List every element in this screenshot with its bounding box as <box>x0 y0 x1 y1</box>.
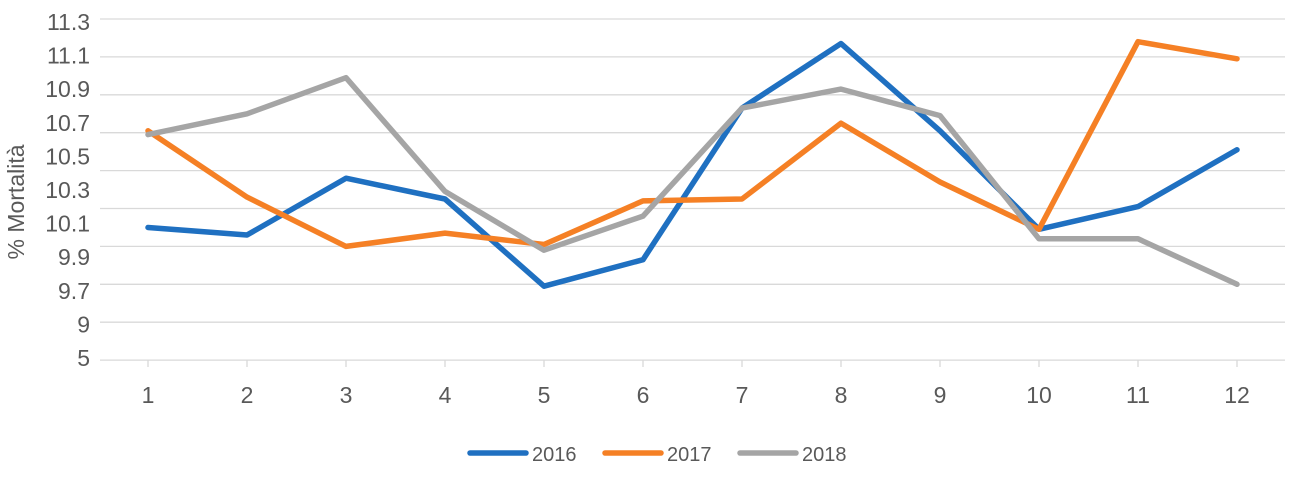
x-axis-ticks: 1 2 3 4 5 6 7 8 9 10 11 12 <box>142 360 1250 408</box>
y-tick-label: 10.3 <box>45 177 90 203</box>
x-tick-label: 12 <box>1224 382 1250 408</box>
gridlines <box>100 18 1285 361</box>
y-axis-label: % Mortalità <box>3 144 29 259</box>
x-tick-label: 9 <box>934 382 947 408</box>
legend-label: 2018 <box>802 444 847 466</box>
y-tick-label: 5 <box>77 345 90 371</box>
series-line-2016 <box>145 40 1240 289</box>
y-axis-ticks: 11.3 11.1 10.9 10.7 10.5 10.3 10.1 9.9 9.7 9 5 <box>45 9 90 371</box>
y-tick-label: 11.1 <box>47 43 90 69</box>
y-tick-label: 9.9 <box>58 244 90 270</box>
y-tick-label: 10.1 <box>45 211 90 237</box>
x-tick-label: 7 <box>736 382 749 408</box>
series-lines <box>145 38 1240 289</box>
x-tick-label: 8 <box>835 382 848 408</box>
x-tick-label: 6 <box>637 382 650 408</box>
x-tick-label: 10 <box>1026 382 1052 408</box>
x-tick-label: 3 <box>340 382 353 408</box>
legend-label: 2017 <box>667 444 712 466</box>
series-line-2018 <box>145 74 1240 288</box>
x-tick-label: 4 <box>439 382 452 408</box>
y-tick-label: 9 <box>77 311 90 337</box>
y-tick-label: 10.9 <box>45 76 90 102</box>
series-line-2017 <box>145 38 1240 250</box>
y-tick-label: 11.3 <box>47 9 90 35</box>
legend: 2016 2017 2018 <box>467 444 847 466</box>
legend-label: 2016 <box>532 444 577 466</box>
x-tick-label: 1 <box>142 382 155 408</box>
x-tick-label: 2 <box>241 382 254 408</box>
y-tick-label: 10.5 <box>45 143 90 169</box>
y-tick-label: 10.7 <box>45 110 90 136</box>
y-tick-label: 9.7 <box>58 278 90 304</box>
x-tick-label: 11 <box>1126 382 1150 408</box>
x-tick-label: 5 <box>538 382 551 408</box>
